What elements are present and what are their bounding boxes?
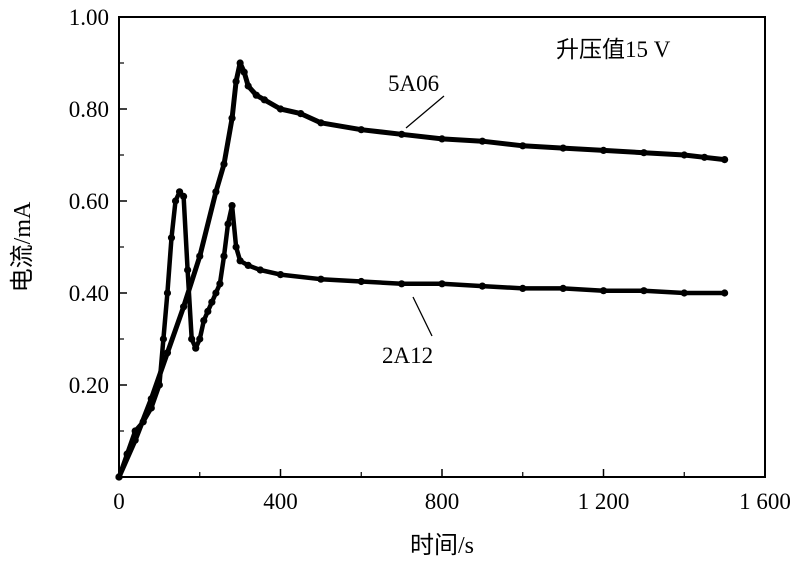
- data-point: [228, 114, 236, 122]
- data-point: [220, 252, 228, 260]
- data-point: [212, 188, 220, 196]
- data-point: [478, 137, 486, 145]
- data-point: [559, 284, 567, 292]
- data-point: [680, 289, 688, 297]
- data-point: [276, 271, 285, 279]
- data-point: [232, 77, 240, 85]
- data-point: [188, 335, 196, 343]
- data-point: [196, 335, 204, 343]
- data-point: [163, 349, 172, 357]
- data-point: [317, 119, 325, 127]
- series-label-leader-2a12: [412, 296, 433, 337]
- series-layer: [115, 59, 729, 481]
- data-point: [721, 156, 729, 164]
- y-tick-label: 0.40: [69, 281, 109, 306]
- data-point: [147, 404, 155, 412]
- data-point: [184, 266, 192, 274]
- data-point: [208, 298, 216, 306]
- data-point: [244, 261, 252, 269]
- data-point: [236, 257, 244, 265]
- data-point: [244, 82, 252, 90]
- data-point: [163, 289, 172, 297]
- data-point: [599, 146, 608, 154]
- data-point: [640, 287, 648, 295]
- data-point: [228, 202, 236, 210]
- axes: 0 400 800 1 200 1 600 0.20 0.40 0.60 0.80 1.00: [69, 5, 791, 514]
- x-tick-label: 1 600: [739, 489, 791, 514]
- y-tick-label: 0.20: [69, 373, 109, 398]
- data-point: [216, 280, 224, 288]
- data-point: [123, 450, 131, 458]
- y-tick-label: 1.00: [69, 5, 109, 30]
- data-point: [200, 317, 208, 325]
- data-point: [196, 252, 204, 260]
- data-point: [256, 266, 264, 274]
- data-point: [398, 130, 406, 138]
- data-point: [438, 280, 446, 288]
- data-point: [131, 427, 139, 435]
- data-point: [232, 243, 240, 251]
- data-point: [252, 91, 260, 99]
- data-point: [438, 135, 446, 143]
- data-point: [357, 126, 365, 134]
- data-point: [115, 473, 123, 481]
- series-line-2a12: [116, 189, 727, 480]
- series-5a06: [115, 59, 729, 481]
- data-point: [599, 287, 608, 295]
- data-point: [260, 96, 268, 104]
- data-point: [640, 149, 648, 157]
- data-point: [721, 289, 729, 297]
- x-tick-label: 0: [113, 489, 125, 514]
- data-point: [212, 289, 220, 297]
- data-point: [398, 280, 406, 288]
- series-line-5a06: [116, 60, 728, 480]
- y-tick-label: 0.60: [69, 189, 109, 214]
- data-point: [155, 381, 163, 389]
- data-point: [171, 197, 180, 205]
- data-point: [236, 59, 244, 67]
- data-point: [204, 307, 212, 315]
- x-tick-label: 800: [425, 489, 460, 514]
- data-point: [559, 144, 567, 152]
- data-point: [317, 275, 325, 283]
- data-point: [139, 418, 147, 426]
- x-axis-title: 时间/s: [410, 532, 474, 559]
- data-point: [357, 277, 365, 286]
- series-label-5a06: 5A06: [388, 71, 439, 96]
- series-label-leader-5a06: [405, 95, 445, 129]
- data-point: [276, 105, 285, 113]
- data-point: [519, 142, 527, 150]
- series-2a12: [115, 188, 729, 481]
- x-tick-label: 400: [263, 489, 298, 514]
- data-point: [167, 234, 176, 242]
- data-point: [478, 282, 486, 290]
- data-point: [297, 110, 305, 118]
- plot-frame: [118, 16, 766, 478]
- x-tick-label: 1 200: [578, 489, 630, 514]
- data-point: [180, 192, 188, 200]
- data-point: [680, 151, 688, 159]
- data-point: [700, 153, 709, 161]
- series-label-2a12: 2A12: [382, 343, 433, 368]
- annotation-text: 升压值15 V: [556, 37, 671, 62]
- data-point: [224, 220, 232, 228]
- data-point: [220, 160, 228, 168]
- data-point: [519, 284, 527, 292]
- data-point: [180, 303, 188, 311]
- data-point: [240, 68, 248, 76]
- data-point: [192, 344, 200, 352]
- y-tick-label: 0.80: [69, 97, 109, 122]
- y-axis-title: 电流/mA: [9, 201, 36, 292]
- data-point: [159, 335, 168, 343]
